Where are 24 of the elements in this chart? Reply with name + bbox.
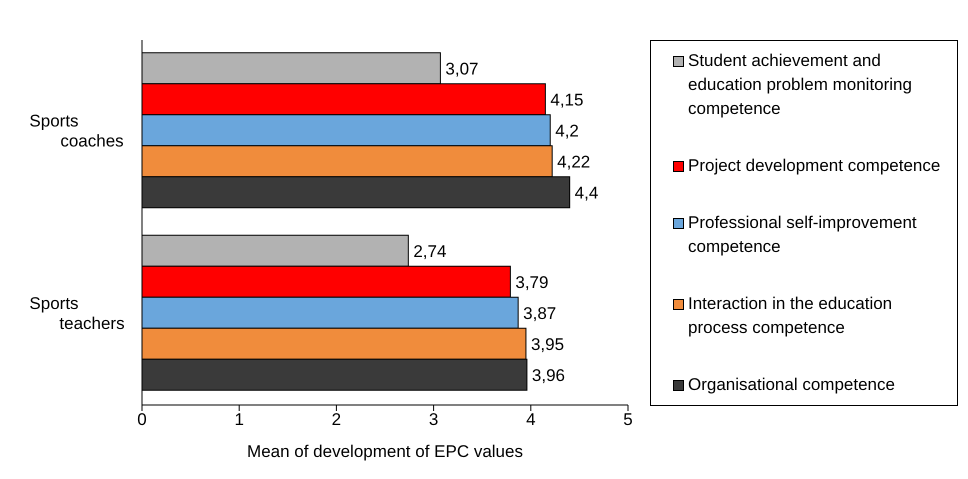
data-label: 4,2: [555, 121, 579, 140]
data-label: 3,79: [515, 272, 548, 292]
x-tick-label: 4: [526, 410, 536, 430]
y-tick-label: Sports coaches: [29, 111, 124, 150]
data-label: 4,15: [550, 90, 584, 110]
x-tick-label: 5: [623, 410, 633, 430]
legend-label: Project development competence: [688, 155, 940, 177]
legend-label: Student achievement and education problem monitoring competence: [688, 50, 913, 120]
data-label: 2,74: [413, 242, 446, 261]
x-tick-label: 0: [137, 410, 147, 430]
x-axis-title: Mean of development of EPC values: [247, 442, 523, 461]
x-tick-label: 3: [428, 410, 438, 430]
legend-label: Interaction in the education process competence: [688, 293, 894, 339]
x-tick-label: 2: [332, 410, 342, 430]
legend-label: Professional self-improvement competence: [688, 212, 918, 258]
data-label: 3,95: [530, 334, 564, 354]
data-label: 3,96: [532, 366, 566, 385]
data-label: 4,4: [574, 183, 598, 202]
data-label: 3,87: [523, 304, 556, 323]
legend-label: Organisational competence: [688, 374, 895, 396]
data-label: 3,07: [445, 59, 478, 78]
data-label: 4,22: [557, 152, 590, 172]
y-tick-label: Sports teachers: [29, 294, 125, 333]
x-tick-label: 1: [234, 410, 244, 430]
